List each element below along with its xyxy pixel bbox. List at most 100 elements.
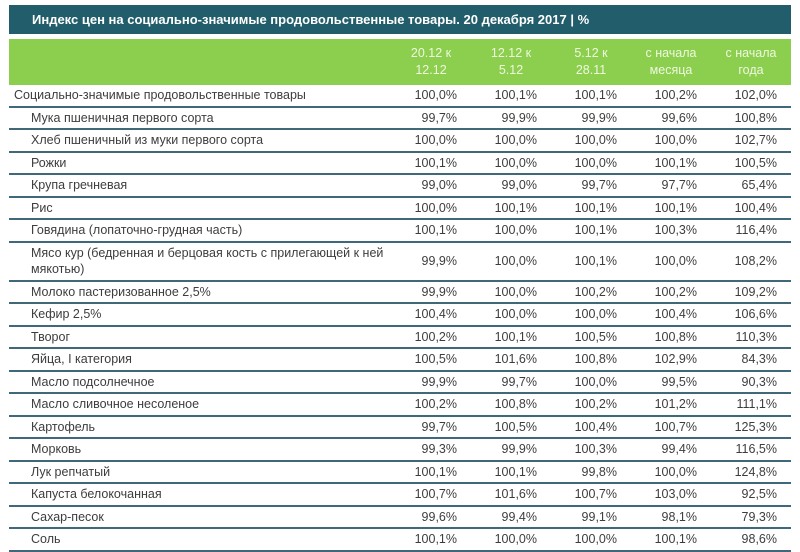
value-5-12-to-28-11: 99,8% [551, 460, 631, 484]
value-20-12-to-12-12: 99,9% [391, 280, 471, 304]
value-year-start: 84,3% [711, 348, 791, 372]
value-12-12-to-5-12: 99,7% [471, 370, 551, 394]
value-year-start: 116,4% [711, 219, 791, 243]
value-5-12-to-28-11: 100,0% [551, 528, 631, 552]
value-12-12-to-5-12: 100,0% [471, 280, 551, 304]
table-row: Хлеб пшеничный из муки первого сорта 100… [9, 129, 791, 153]
value-12-12-to-5-12: 100,0% [471, 219, 551, 243]
value-12-12-to-5-12: 100,0% [471, 241, 551, 282]
value-20-12-to-12-12: 100,1% [391, 151, 471, 175]
value-20-12-to-12-12: 100,1% [391, 528, 471, 552]
table-row: Морковь 99,3% 99,9% 100,3% 99,4% 116,5% [9, 438, 791, 462]
value-12-12-to-5-12: 99,4% [471, 505, 551, 529]
table-body: Социально-значимые продовольственные тов… [9, 85, 791, 552]
value-month-start: 100,0% [631, 241, 711, 282]
value-5-12-to-28-11: 100,4% [551, 415, 631, 439]
value-year-start: 102,7% [711, 129, 791, 153]
value-5-12-to-28-11: 100,3% [551, 438, 631, 462]
value-20-12-to-12-12: 100,0% [391, 196, 471, 220]
value-5-12-to-28-11: 99,7% [551, 174, 631, 198]
value-12-12-to-5-12: 100,1% [471, 460, 551, 484]
value-year-start: 100,5% [711, 151, 791, 175]
value-year-start: 102,0% [711, 85, 791, 108]
price-index-table: 20.12 к 12.12 12.12 к 5.12 5.12 к 28.11 … [9, 39, 791, 552]
table-row: Творог 100,2% 100,1% 100,5% 100,8% 110,3… [9, 325, 791, 349]
value-month-start: 100,8% [631, 325, 711, 349]
header-line: года [738, 63, 764, 77]
value-20-12-to-12-12: 100,5% [391, 348, 471, 372]
value-month-start: 100,2% [631, 280, 711, 304]
value-20-12-to-12-12: 99,7% [391, 106, 471, 130]
table-row: Сахар-песок 99,6% 99,4% 99,1% 98,1% 79,3… [9, 505, 791, 529]
product-name: Кефир 2,5% [9, 303, 391, 327]
value-year-start: 65,4% [711, 174, 791, 198]
header-line: 5.12 к [574, 46, 608, 60]
value-20-12-to-12-12: 100,2% [391, 393, 471, 417]
table-row: Капуста белокочанная 100,7% 101,6% 100,7… [9, 483, 791, 507]
table-row: Соль 100,1% 100,0% 100,0% 100,1% 98,6% [9, 528, 791, 552]
value-5-12-to-28-11: 100,1% [551, 241, 631, 282]
value-5-12-to-28-11: 100,1% [551, 85, 631, 108]
product-name: Морковь [9, 438, 391, 462]
header-col-year-start: с начала года [711, 39, 791, 85]
product-name: Масло сливочное несоленое [9, 393, 391, 417]
header-col-5-12: 5.12 к 28.11 [551, 39, 631, 85]
header-col-12-12: 12.12 к 5.12 [471, 39, 551, 85]
value-12-12-to-5-12: 100,0% [471, 129, 551, 153]
value-year-start: 100,8% [711, 106, 791, 130]
value-year-start: 111,1% [711, 393, 791, 417]
value-month-start: 100,1% [631, 196, 711, 220]
value-5-12-to-28-11: 100,2% [551, 393, 631, 417]
value-month-start: 100,1% [631, 528, 711, 552]
value-month-start: 100,7% [631, 415, 711, 439]
value-12-12-to-5-12: 100,5% [471, 415, 551, 439]
table-row: Социально-значимые продовольственные тов… [9, 85, 791, 108]
table-header-row: 20.12 к 12.12 12.12 к 5.12 5.12 к 28.11 … [9, 39, 791, 85]
value-20-12-to-12-12: 100,7% [391, 483, 471, 507]
value-month-start: 99,5% [631, 370, 711, 394]
table-row: Лук репчатый 100,1% 100,1% 99,8% 100,0% … [9, 460, 791, 484]
value-12-12-to-5-12: 99,9% [471, 106, 551, 130]
value-12-12-to-5-12: 100,0% [471, 303, 551, 327]
value-5-12-to-28-11: 100,0% [551, 129, 631, 153]
table-row: Говядина (лопаточно-грудная часть) 100,1… [9, 219, 791, 243]
value-month-start: 99,4% [631, 438, 711, 462]
value-12-12-to-5-12: 100,8% [471, 393, 551, 417]
value-20-12-to-12-12: 99,9% [391, 241, 471, 282]
value-12-12-to-5-12: 100,1% [471, 196, 551, 220]
value-12-12-to-5-12: 101,6% [471, 483, 551, 507]
value-year-start: 125,3% [711, 415, 791, 439]
value-month-start: 100,1% [631, 151, 711, 175]
value-year-start: 90,3% [711, 370, 791, 394]
value-12-12-to-5-12: 100,0% [471, 528, 551, 552]
value-year-start: 108,2% [711, 241, 791, 282]
value-5-12-to-28-11: 100,0% [551, 303, 631, 327]
value-20-12-to-12-12: 99,7% [391, 415, 471, 439]
value-month-start: 100,4% [631, 303, 711, 327]
table-row: Молоко пастеризованное 2,5% 99,9% 100,0%… [9, 280, 791, 304]
header-col-20-12: 20.12 к 12.12 [391, 39, 471, 85]
value-month-start: 100,3% [631, 219, 711, 243]
value-year-start: 124,8% [711, 460, 791, 484]
table-row: Крупа гречневая 99,0% 99,0% 99,7% 97,7% … [9, 174, 791, 198]
value-20-12-to-12-12: 100,1% [391, 460, 471, 484]
header-line: 28.11 [575, 63, 607, 77]
product-name: Лук репчатый [9, 460, 391, 484]
product-name: Сахар-песок [9, 505, 391, 529]
value-12-12-to-5-12: 99,0% [471, 174, 551, 198]
header-col-month-start: с начала месяца [631, 39, 711, 85]
title-bar: Индекс цен на социально-значимые продово… [9, 5, 791, 34]
product-name: Рис [9, 196, 391, 220]
value-month-start: 100,0% [631, 129, 711, 153]
value-5-12-to-28-11: 100,0% [551, 151, 631, 175]
header-line: 5.12 [498, 63, 524, 77]
value-20-12-to-12-12: 99,9% [391, 370, 471, 394]
table-row: Масло подсолнечное 99,9% 99,7% 100,0% 99… [9, 370, 791, 394]
value-year-start: 79,3% [711, 505, 791, 529]
value-month-start: 100,0% [631, 460, 711, 484]
value-20-12-to-12-12: 99,3% [391, 438, 471, 462]
value-5-12-to-28-11: 100,0% [551, 370, 631, 394]
table-row: Мука пшеничная первого сорта 99,7% 99,9%… [9, 106, 791, 130]
value-20-12-to-12-12: 100,4% [391, 303, 471, 327]
value-20-12-to-12-12: 99,6% [391, 505, 471, 529]
